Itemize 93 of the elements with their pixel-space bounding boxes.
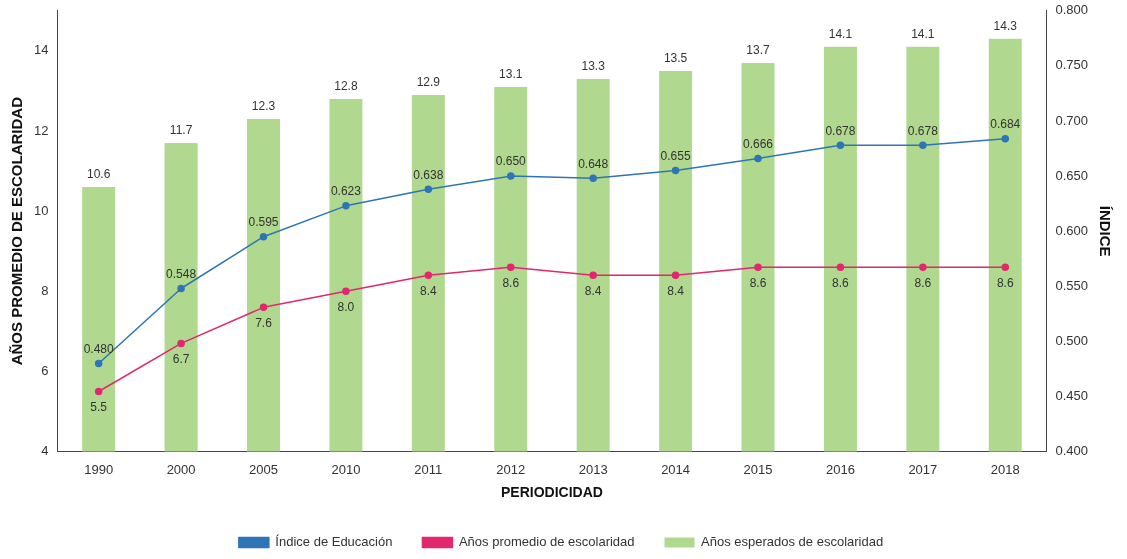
x-tick-label: 2010	[331, 461, 361, 477]
point	[94, 387, 103, 396]
point	[259, 303, 268, 312]
x-tick-label: 2011	[414, 461, 443, 477]
x-tick-label: 2016	[825, 461, 855, 477]
data-label: 8.4	[667, 283, 685, 298]
data-label: 8.6	[996, 275, 1014, 290]
data-label: 0.638	[413, 167, 444, 182]
data-label: 12.3	[251, 99, 276, 114]
data-label: 0.650	[495, 154, 527, 169]
point	[671, 166, 680, 175]
y2-tick-label: 0.550	[1055, 277, 1089, 293]
data-label: 12.9	[416, 75, 441, 90]
x-tick-label: 2013	[578, 461, 608, 477]
y-tick-label: 4	[41, 443, 49, 459]
data-label: 8.6	[832, 275, 850, 290]
data-label: 13.1	[499, 67, 523, 82]
y-tick-label: 12	[33, 122, 49, 138]
data-label: 10.6	[86, 167, 111, 182]
y2-tick-label: 0.500	[1055, 332, 1089, 348]
y2-tick-label: 0.400	[1055, 443, 1089, 459]
data-label: 0.648	[578, 156, 609, 171]
legend-label: Índice de Educación	[275, 534, 393, 550]
data-label: 0.480	[83, 341, 115, 356]
point	[342, 202, 350, 210]
data-label: 0.678	[825, 123, 856, 138]
data-label: 0.595	[248, 215, 279, 230]
x-tick-label: 2014	[661, 461, 691, 477]
legend-label: Años esperados de escolaridad	[701, 534, 884, 550]
data-label: 0.684	[990, 116, 1021, 131]
data-label: 0.678	[907, 123, 939, 138]
data-label: 14.1	[911, 27, 935, 42]
x-tick-label: 2018	[990, 461, 1020, 477]
x-tick-label: 2012	[496, 461, 526, 477]
point	[259, 232, 268, 241]
point	[836, 141, 845, 149]
data-label: 8.6	[502, 275, 520, 290]
point	[342, 287, 350, 296]
data-label: 12.8	[334, 79, 358, 94]
point	[507, 263, 515, 272]
y-tick-label: 8	[41, 282, 49, 298]
x-axis-title: PERIODICIDAD	[501, 484, 603, 501]
legend-label: Años promedio de escolaridad	[458, 534, 635, 550]
x-tick-label: 2015	[743, 461, 773, 477]
y2-tick-label: 0.800	[1055, 2, 1089, 18]
data-label: 6.7	[172, 351, 190, 366]
point	[424, 271, 433, 280]
y2-axis-title: ÍNDICE	[1096, 205, 1114, 257]
point	[94, 359, 103, 368]
point	[1001, 263, 1010, 272]
point	[177, 339, 185, 348]
x-tick-label: 2005	[249, 461, 278, 477]
point	[671, 271, 680, 280]
data-label: 8.6	[749, 275, 767, 290]
data-label: 0.666	[742, 136, 774, 151]
y-tick-label: 10	[33, 202, 49, 218]
x-tick-label: 2017	[908, 461, 938, 477]
point	[754, 154, 762, 163]
data-label: 8.0	[337, 299, 355, 314]
point	[836, 263, 845, 272]
y-axis-title: AÑOS PROMEDIO DE ESCOLARIDAD	[8, 96, 26, 366]
data-label: 14.3	[993, 19, 1018, 34]
data-label: 8.4	[584, 283, 602, 298]
y2-tick-label: 0.650	[1055, 167, 1089, 183]
data-label: 7.6	[255, 315, 273, 330]
point	[424, 185, 433, 194]
y2-tick-label: 0.700	[1055, 112, 1089, 128]
point	[919, 263, 927, 272]
y2-tick-label: 0.450	[1055, 388, 1089, 404]
data-label: 8.6	[914, 275, 932, 290]
point	[919, 141, 927, 149]
data-label: 0.655	[660, 148, 691, 163]
y-tick-label: 6	[41, 363, 49, 379]
point	[589, 174, 597, 183]
data-label: 5.5	[90, 399, 108, 414]
data-label: 13.3	[581, 59, 606, 74]
point	[507, 172, 515, 180]
data-label: 14.1	[828, 27, 853, 42]
data-label: 8.4	[419, 283, 437, 298]
y2-tick-label: 0.750	[1055, 57, 1089, 73]
data-label: 0.623	[330, 184, 362, 199]
point	[1001, 134, 1010, 143]
data-label: 13.5	[663, 51, 688, 66]
x-tick-label: 1990	[84, 461, 114, 477]
x-tick-label: 2000	[166, 461, 196, 477]
data-label: 11.7	[169, 123, 193, 138]
data-label: 0.548	[166, 266, 197, 281]
y-tick-label: 14	[33, 42, 49, 58]
y2-tick-label: 0.600	[1055, 222, 1089, 238]
point	[589, 271, 597, 280]
data-label: 13.7	[746, 43, 771, 58]
point	[754, 263, 762, 272]
point	[177, 284, 185, 293]
